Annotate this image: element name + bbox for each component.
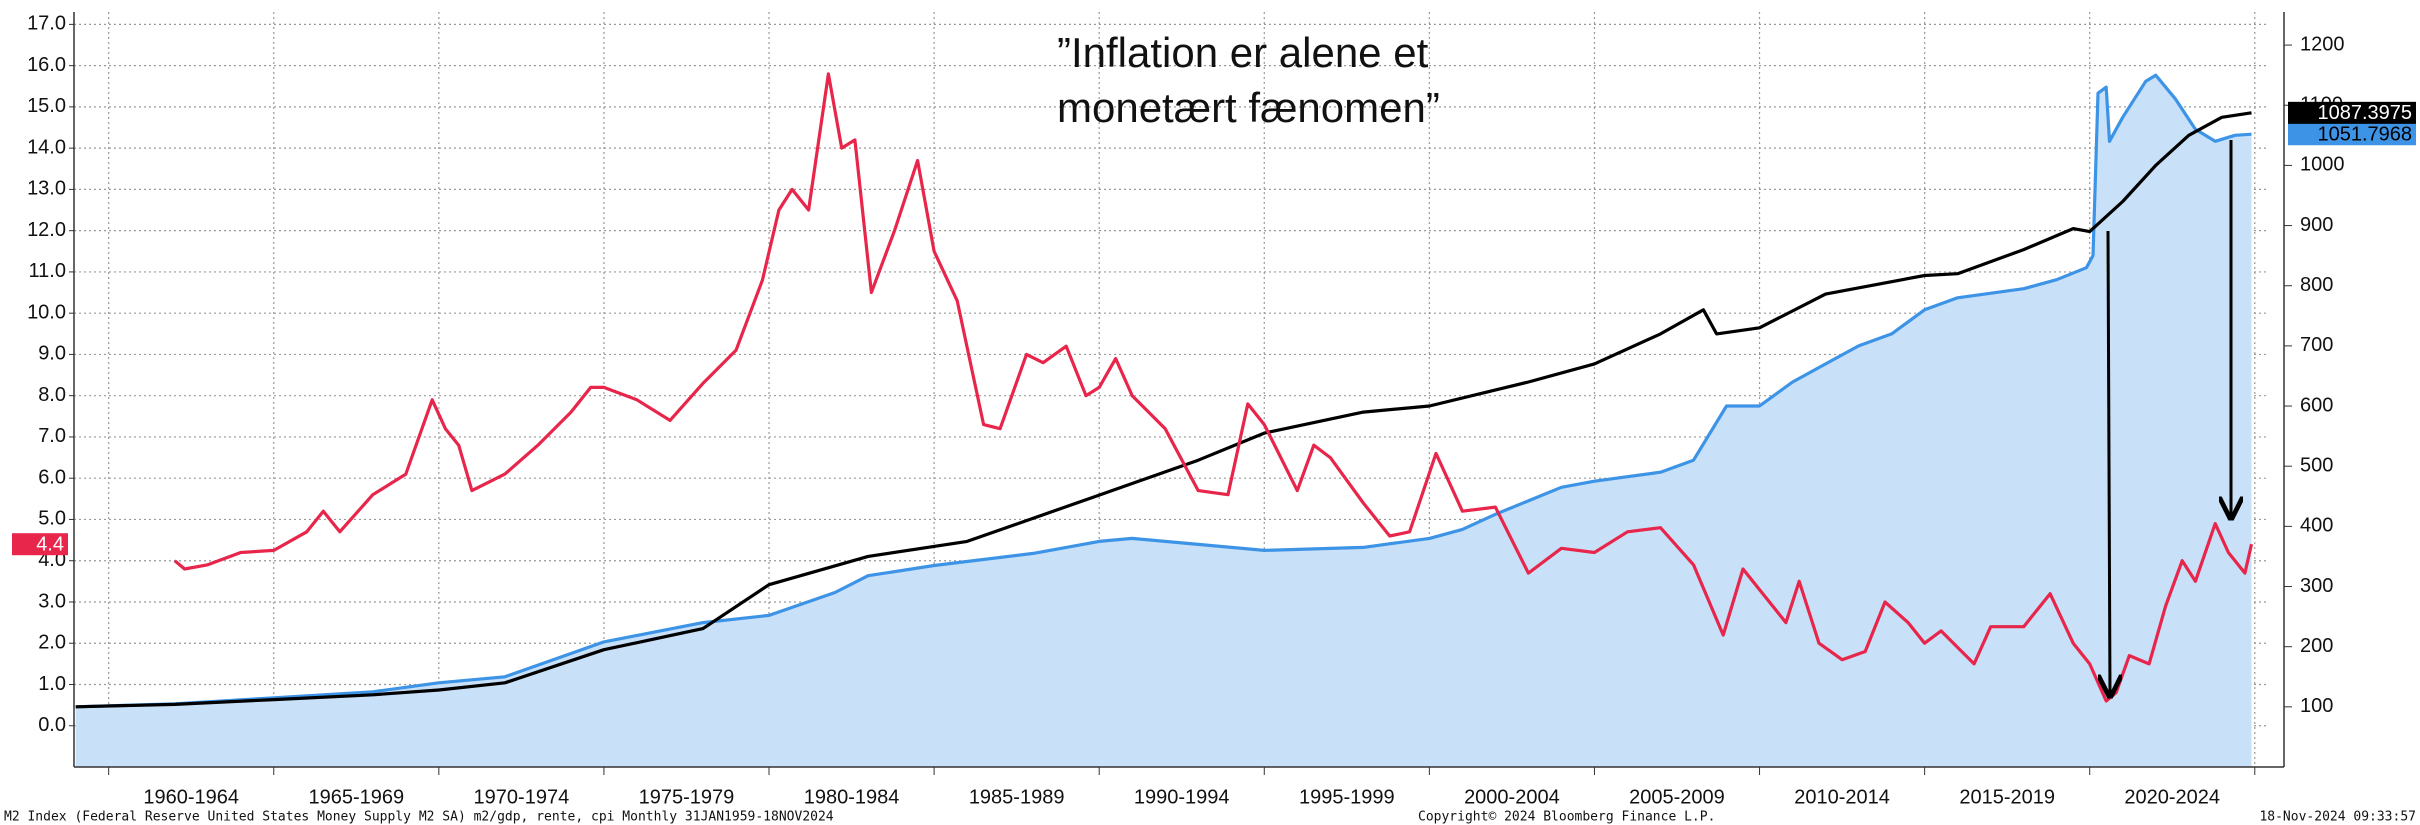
axes: 0.01.02.03.04.05.06.07.08.09.010.011.012… (12, 12, 2416, 808)
y2-tick-label: 800 (2300, 274, 2333, 296)
arrow (2108, 230, 2110, 696)
line (75, 111, 2252, 709)
y2-tick-label: 1000 (2300, 154, 2345, 176)
y-tick-label: 12.0 (27, 219, 66, 241)
line (173, 72, 2254, 703)
x-tick-label: 2005-2009 (1629, 786, 1725, 808)
x-tick-label: 1960-1964 (143, 786, 239, 808)
y-tick-label: 7.0 (38, 425, 66, 447)
x-tick-label: 2015-2019 (1959, 786, 2055, 808)
y-tick-label: 2.0 (38, 632, 66, 654)
x-tick-label: 1980-1984 (804, 786, 900, 808)
y-tick-label: 5.0 (38, 508, 66, 530)
plot (75, 72, 2254, 767)
x-tick-label: 2020-2024 (2124, 786, 2220, 808)
end-label: 4.4 (36, 533, 64, 555)
end-label: 1087.3975 (2317, 102, 2412, 124)
y2-tick-label: 400 (2300, 515, 2333, 537)
footer: 18-Nov-2024 09:33:57 (2259, 810, 2416, 825)
y-tick-label: 1.0 (38, 673, 66, 695)
x-tick-label: 1965-1969 (308, 786, 404, 808)
annotation: ”Inflation er alene et (1057, 29, 1429, 76)
y2-tick-label: 100 (2300, 695, 2333, 717)
footer: Copyright© 2024 Bloomberg Finance L.P. (1418, 810, 1715, 825)
x-tick-label: 1995-1999 (1299, 786, 1395, 808)
y2-tick-label: 700 (2300, 334, 2333, 356)
y-tick-label: 3.0 (38, 590, 66, 612)
x-tick-label: 2010-2014 (1794, 786, 1890, 808)
end-label: 1051.7968 (2317, 124, 2412, 146)
x-tick-label: 1985-1989 (969, 786, 1065, 808)
y2-tick-label: 600 (2300, 394, 2333, 416)
y-tick-label: 10.0 (27, 301, 66, 323)
y-tick-label: 8.0 (38, 384, 66, 406)
y-tick-label: 14.0 (27, 136, 66, 158)
y-tick-label: 17.0 (27, 13, 66, 35)
y-tick-label: 16.0 (27, 54, 66, 76)
x-tick-label: 2000-2004 (1464, 786, 1560, 808)
y-tick-label: 13.0 (27, 178, 66, 200)
y2-tick-label: 500 (2300, 454, 2333, 476)
y-tick-label: 11.0 (29, 260, 66, 282)
y-tick-label: 9.0 (38, 343, 66, 365)
y2-tick-label: 1200 (2300, 33, 2345, 55)
y2-tick-label: 200 (2300, 635, 2333, 657)
y-tick-label: 0.0 (38, 714, 66, 736)
y-tick-label: 15.0 (27, 95, 66, 117)
y2-tick-label: 900 (2300, 214, 2333, 236)
y-tick-label: 6.0 (38, 466, 66, 488)
footer: M2 Index (Federal Reserve United States … (4, 810, 834, 825)
y2-tick-label: 300 (2300, 575, 2333, 597)
end-label-box (12, 533, 68, 556)
line (75, 73, 2252, 709)
annotation: monetært fænomen” (1057, 84, 1440, 131)
x-tick-label: 1990-1994 (1134, 786, 1230, 808)
x-tick-label: 1970-1974 (474, 786, 570, 808)
end-label-box (2288, 123, 2416, 146)
x-tick-label: 1975-1979 (639, 786, 735, 808)
end-label-box (2288, 101, 2416, 124)
